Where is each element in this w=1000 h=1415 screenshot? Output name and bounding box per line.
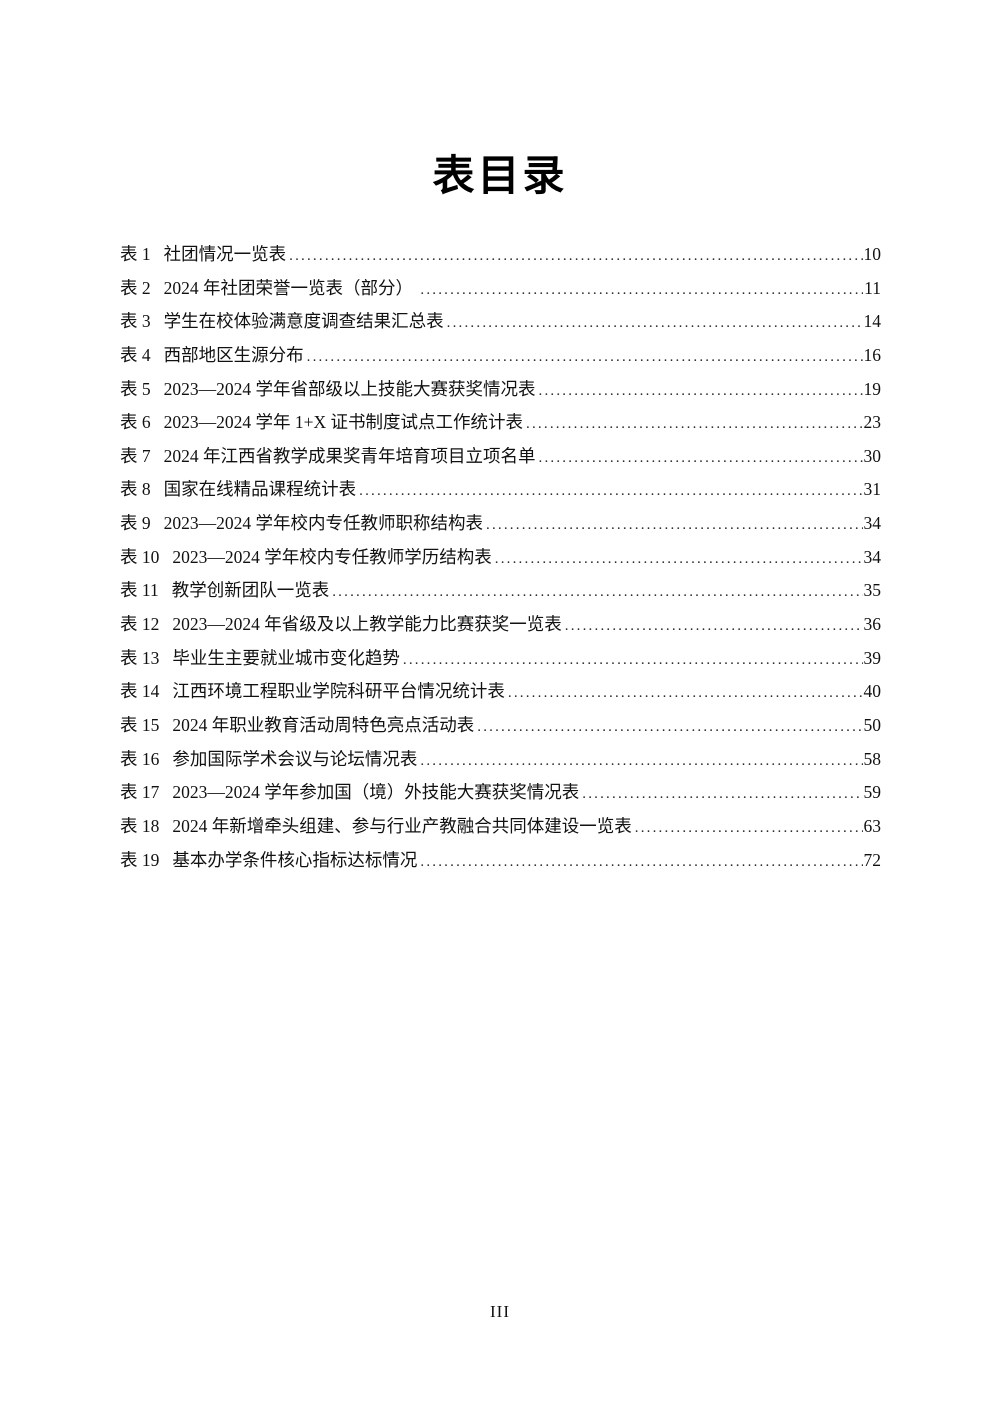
toc-entry-label: 表 7 xyxy=(120,445,151,466)
toc-entry-label: 表 12 xyxy=(120,614,160,635)
toc-entry-title: 基本办学条件核心指标达标情况 xyxy=(172,849,418,870)
page-title: 表目录 xyxy=(432,152,568,199)
toc-entry-page: 39 xyxy=(863,647,882,668)
toc-entry-label: 表 2 xyxy=(120,277,151,298)
toc-entry-label: 表 18 xyxy=(120,815,160,836)
toc-entry-label: 表 1 xyxy=(120,244,151,264)
toc-leader-dots xyxy=(420,276,863,302)
toc-entry-title: 毕业生主要就业城市变化趋势 xyxy=(172,647,400,668)
toc-entry-page: 34 xyxy=(863,513,882,534)
toc-entry-label: 表 3 xyxy=(120,311,151,332)
toc-entry-title: 2024 年社团荣誉一览表（部分） xyxy=(163,277,418,298)
toc-entry-title: 2023—2024 学年校内专任教师职称结构表 xyxy=(163,513,483,534)
toc-entry[interactable]: 表 2 2024 年社团荣誉一览表（部分） 11 xyxy=(120,276,881,310)
toc-entry-page: 63 xyxy=(863,815,882,836)
toc-entry-page: 50 xyxy=(863,714,882,735)
toc-leader-dots xyxy=(447,309,863,335)
toc-leader-dots xyxy=(495,545,863,571)
toc-entry[interactable]: 表 9 2023—2024 学年校内专任教师职称结构表 34 xyxy=(120,511,881,545)
toc-leader-dots xyxy=(582,780,862,806)
toc-leader-dots xyxy=(332,578,862,604)
toc-entry-label: 表 14 xyxy=(120,681,160,702)
toc-leader-dots xyxy=(359,477,862,503)
table-of-contents: 表 1 社团情况一览表 10 表 2 2024 年社团荣誉一览表（部分） 11 表 3 学生… xyxy=(120,242,881,881)
toc-entry-title: 江西环境工程职业学院科研平台情况统计表 xyxy=(172,681,505,702)
toc-entry-title: 2023—2024 学年 1+X 证书制度试点工作统计表 xyxy=(163,412,524,433)
toc-leader-dots xyxy=(635,814,863,840)
toc-entry-title: 2024 年职业教育活动周特色亮点活动表 xyxy=(172,714,475,735)
toc-leader-dots xyxy=(539,377,863,403)
toc-entry-page: 30 xyxy=(863,445,882,466)
toc-entry[interactable]: 表 10 2023—2024 学年校内专任教师学历结构表 34 xyxy=(120,545,881,579)
toc-entry-page: 36 xyxy=(863,614,882,635)
toc-entry-title: 教学创新团队一览表 xyxy=(171,580,330,601)
toc-leader-dots xyxy=(565,612,863,638)
toc-entry[interactable]: 表 1 社团情况一览表 10 xyxy=(120,242,881,276)
toc-entry-label: 表 9 xyxy=(120,513,151,534)
toc-leader-dots xyxy=(307,343,863,369)
toc-entry[interactable]: 表 5 2023—2024 学年省部级以上技能大赛获奖情况表 19 xyxy=(120,377,881,411)
toc-entry-label: 表 11 xyxy=(120,580,159,601)
toc-entry[interactable]: 表 18 2024 年新增牵头组建、参与行业产教融合共同体建设一览表 63 xyxy=(120,814,881,848)
toc-entry-page: 59 xyxy=(863,782,882,803)
toc-entry-title: 2023—2024 学年参加国（境）外技能大赛获奖情况表 xyxy=(172,782,580,803)
toc-entry-label: 表 6 xyxy=(120,412,151,433)
toc-entry-title: 2024 年江西省教学成果奖青年培育项目立项名单 xyxy=(163,445,536,466)
footer-page-number: III xyxy=(490,1302,510,1321)
toc-entry-page: 34 xyxy=(863,546,882,567)
toc-entry-title: 2024 年新增牵头组建、参与行业产教融合共同体建设一览表 xyxy=(172,815,632,836)
toc-entry-title: 西部地区生源分布 xyxy=(163,344,304,365)
toc-entry[interactable]: 表 8 国家在线精品课程统计表 31 xyxy=(120,477,881,511)
toc-entry-label: 表 17 xyxy=(120,782,160,803)
toc-entry[interactable]: 表 19 基本办学条件核心指标达标情况 72 xyxy=(120,848,881,882)
toc-entry-label: 表 5 xyxy=(120,378,151,399)
toc-leader-dots xyxy=(486,511,863,537)
toc-entry-page: 14 xyxy=(863,311,882,332)
toc-leader-dots xyxy=(477,713,862,739)
toc-entry-title: 2023—2024 学年校内专任教师学历结构表 xyxy=(172,546,492,567)
toc-entry-title: 参加国际学术会议与论坛情况表 xyxy=(172,748,418,769)
toc-entry-page: 40 xyxy=(863,681,882,702)
toc-entry-page: 72 xyxy=(863,849,882,870)
toc-entry[interactable]: 表 6 2023—2024 学年 1+X 证书制度试点工作统计表 23 xyxy=(120,410,881,444)
toc-entry-label: 表 13 xyxy=(120,647,160,668)
toc-leader-dots xyxy=(539,444,863,470)
toc-entry-title: 学生在校体验满意度调查结果汇总表 xyxy=(163,311,444,332)
toc-entry-label: 表 16 xyxy=(120,748,160,769)
toc-entry[interactable]: 表 7 2024 年江西省教学成果奖青年培育项目立项名单 30 xyxy=(120,444,881,478)
toc-entry[interactable]: 表 4 西部地区生源分布 16 xyxy=(120,343,881,377)
toc-entry-page: 23 xyxy=(863,412,882,433)
toc-entry-page: 58 xyxy=(863,748,882,769)
toc-entry-page: 16 xyxy=(863,344,882,365)
toc-leader-dots xyxy=(508,679,863,705)
toc-entry[interactable]: 表 15 2024 年职业教育活动周特色亮点活动表 50 xyxy=(120,713,881,747)
toc-entry-page: 10 xyxy=(863,244,882,264)
toc-entry-title: 社团情况一览表 xyxy=(163,244,287,264)
toc-entry-label: 表 4 xyxy=(120,344,151,365)
toc-leader-dots xyxy=(403,646,863,672)
toc-entry-title: 2023—2024 学年省部级以上技能大赛获奖情况表 xyxy=(163,378,536,399)
toc-entry-title: 国家在线精品课程统计表 xyxy=(163,479,357,500)
toc-entry-label: 表 19 xyxy=(120,849,160,870)
toc-entry[interactable]: 表 11 教学创新团队一览表 35 xyxy=(120,578,881,612)
toc-entry-page: 19 xyxy=(863,378,882,399)
toc-entry[interactable]: 表 12 2023—2024 年省级及以上教学能力比赛获奖一览表 36 xyxy=(120,612,881,646)
toc-entry-label: 表 15 xyxy=(120,714,160,735)
toc-leader-dots xyxy=(420,747,862,773)
toc-entry-label: 表 10 xyxy=(120,546,160,567)
toc-entry[interactable]: 表 13 毕业生主要就业城市变化趋势 39 xyxy=(120,646,881,680)
toc-entry[interactable]: 表 16 参加国际学术会议与论坛情况表 58 xyxy=(120,747,881,781)
toc-entry-label: 表 8 xyxy=(120,479,151,500)
toc-leader-dots xyxy=(420,848,862,874)
toc-entry-page: 31 xyxy=(863,479,882,500)
toc-entry[interactable]: 表 3 学生在校体验满意度调查结果汇总表 14 xyxy=(120,309,881,343)
toc-entry-page: 11 xyxy=(864,277,881,298)
toc-entry[interactable]: 表 14 江西环境工程职业学院科研平台情况统计表 40 xyxy=(120,679,881,713)
toc-leader-dots xyxy=(526,410,862,436)
toc-entry-title: 2023—2024 年省级及以上教学能力比赛获奖一览表 xyxy=(172,614,562,635)
toc-entry[interactable]: 表 17 2023—2024 学年参加国（境）外技能大赛获奖情况表 59 xyxy=(120,780,881,814)
toc-leader-dots xyxy=(289,242,862,268)
toc-entry-page: 35 xyxy=(863,580,882,601)
